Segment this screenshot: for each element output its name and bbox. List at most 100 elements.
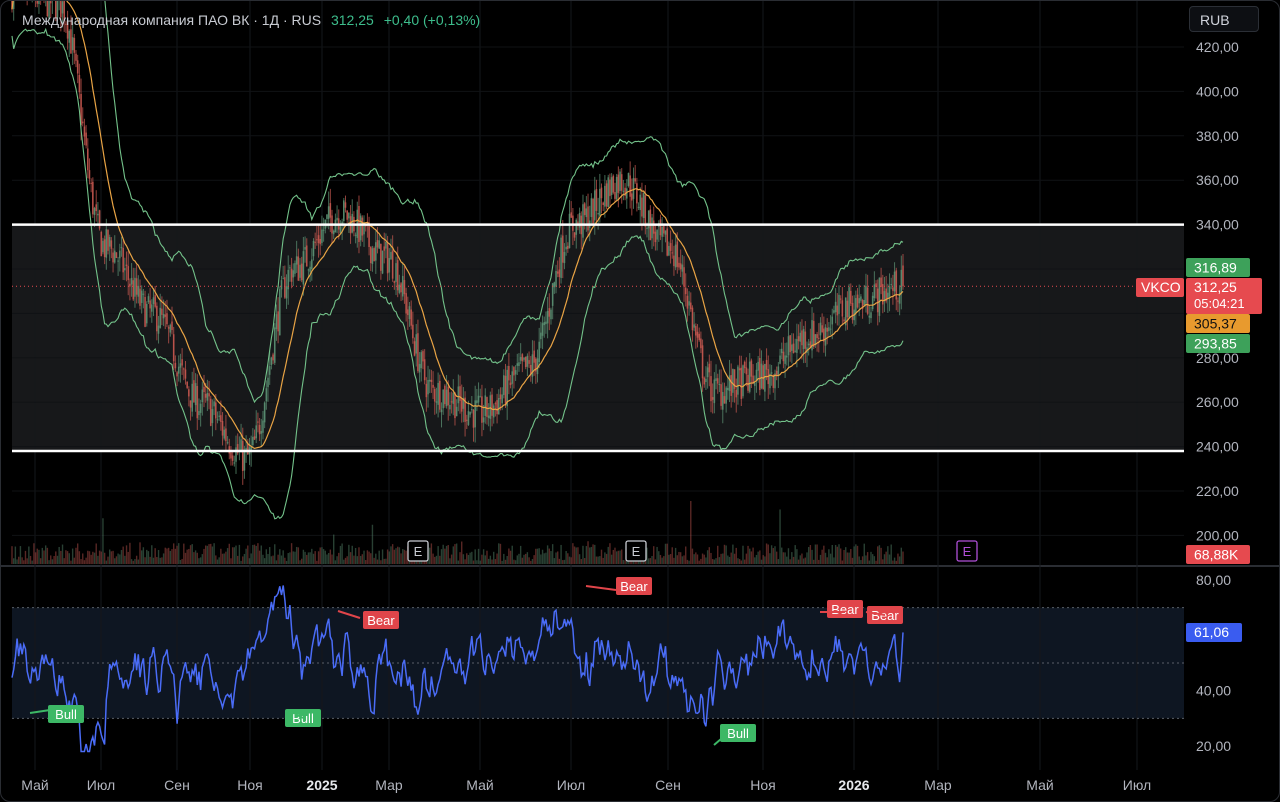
candle-body-474 xyxy=(809,341,812,348)
candle-body-468 xyxy=(799,332,802,342)
candle-body-195 xyxy=(339,226,342,233)
volume-bar-335 xyxy=(575,547,577,564)
volume-bar-36 xyxy=(71,548,74,564)
candle-body-523 xyxy=(892,287,894,291)
volume-bar-463 xyxy=(791,552,793,564)
volume-bar-476 xyxy=(813,559,815,564)
volume-bar-517 xyxy=(882,559,884,564)
time-tick-11: Мар xyxy=(924,777,952,793)
candle-body-292 xyxy=(503,375,505,396)
candle-body-309 xyxy=(531,354,534,377)
candle-body-362 xyxy=(620,174,623,191)
volume-bar-114 xyxy=(203,548,205,564)
volume-bar-385 xyxy=(659,554,662,564)
time-tick-7: Июл xyxy=(557,777,585,793)
candle-body-127 xyxy=(225,428,227,442)
earnings-marker-0 xyxy=(407,540,429,562)
volume-bar-170 xyxy=(297,547,300,564)
candle-body-410 xyxy=(701,345,704,379)
volume-bar-228 xyxy=(395,548,397,564)
candle-body-252 xyxy=(435,401,438,403)
candle-body-395 xyxy=(676,241,679,267)
candle-body-398 xyxy=(681,264,684,272)
volume-bar-435 xyxy=(743,559,746,564)
candle-body-76 xyxy=(139,288,141,306)
candle-body-312 xyxy=(536,358,539,375)
volume-bar-357 xyxy=(612,549,614,564)
volume-bar-205 xyxy=(356,556,358,564)
volume-bar-359 xyxy=(615,551,618,564)
volume-bar-377 xyxy=(646,547,648,564)
volume-bar-217 xyxy=(376,559,379,564)
volume-bar-168 xyxy=(294,551,296,564)
volume-bar-229 xyxy=(397,546,399,564)
volume-bar-223 xyxy=(386,549,389,564)
earnings-marker-label-0: E xyxy=(414,544,423,559)
volume-bar-27 xyxy=(56,555,59,564)
candle-body-411 xyxy=(703,377,706,385)
candle-body-422 xyxy=(721,391,724,410)
candle-body-243 xyxy=(420,352,423,369)
candle-body-298 xyxy=(513,367,515,376)
candle-body-278 xyxy=(479,396,482,398)
volume-bar-174 xyxy=(304,551,306,564)
candle-body-247 xyxy=(427,379,429,395)
candle-body-465 xyxy=(794,350,797,352)
volume-bar-325 xyxy=(558,558,561,564)
candle-body-262 xyxy=(452,392,455,404)
candle-body-511 xyxy=(871,295,874,310)
candle-body-84 xyxy=(152,297,155,304)
volume-bar-447 xyxy=(764,556,766,564)
volume-bar-287 xyxy=(494,559,497,564)
last-price-badge-text: 312,25 xyxy=(1194,279,1237,295)
candle-body-207 xyxy=(359,215,362,241)
candle-body-294 xyxy=(506,369,508,407)
candle-body-41 xyxy=(80,93,82,125)
candle-body-157 xyxy=(275,314,278,330)
candle-body-406 xyxy=(695,326,697,336)
volume-bar-462 xyxy=(789,559,791,564)
candle-body-289 xyxy=(497,398,500,415)
candle-body-44 xyxy=(85,132,87,146)
candle-body-344 xyxy=(590,198,593,217)
volume-bar-112 xyxy=(199,557,202,564)
volume-bar-0 xyxy=(11,546,13,564)
volume-bar-354 xyxy=(607,546,609,564)
candle-body-52 xyxy=(98,210,101,229)
candle-body-432 xyxy=(738,368,741,371)
candle-body-58 xyxy=(108,237,111,247)
candle-body-494 xyxy=(843,319,845,322)
volume-bar-64 xyxy=(119,554,121,564)
divergence-text-5: Bear xyxy=(831,602,859,617)
volume-bar-274 xyxy=(472,560,475,564)
candle-body-405 xyxy=(693,324,695,328)
candle-body-180 xyxy=(314,241,316,243)
candle-body-408 xyxy=(698,333,700,341)
volume-bar-471 xyxy=(804,557,807,564)
earnings-marker-1 xyxy=(625,540,647,562)
candle-body-117 xyxy=(208,393,210,397)
volume-bar-31 xyxy=(63,558,65,564)
candle-body-132 xyxy=(233,462,236,464)
volume-bar-2 xyxy=(14,546,17,564)
bb-upper-badge-text: 316,89 xyxy=(1194,260,1237,276)
volume-bar-305 xyxy=(525,553,527,564)
candle-body-185 xyxy=(322,229,325,231)
candle-body-317 xyxy=(545,321,547,325)
volume-bar-422 xyxy=(722,553,724,564)
candle-body-462 xyxy=(789,335,791,353)
candle-body-199 xyxy=(346,210,348,220)
rsi-tick-0: 80,00 xyxy=(1196,572,1231,588)
volume-bar-338 xyxy=(580,559,582,564)
candle-body-253 xyxy=(437,382,439,405)
volume-bar-452 xyxy=(772,548,775,564)
candle-body-515 xyxy=(878,277,881,316)
volume-bar-302 xyxy=(519,545,522,564)
volume-bar-133 xyxy=(235,545,237,564)
candle-body-528 xyxy=(900,269,903,295)
currency-button[interactable]: RUB xyxy=(1189,6,1259,32)
volume-bar-221 xyxy=(383,558,385,564)
candle-body-464 xyxy=(792,343,795,354)
candle-body-213 xyxy=(369,246,372,264)
